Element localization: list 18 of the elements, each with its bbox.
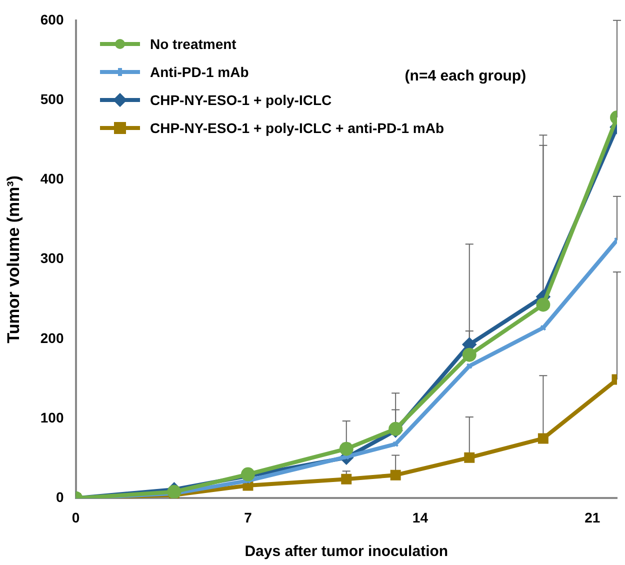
y-tick-label: 400 <box>40 170 64 187</box>
y-tick-label: 300 <box>40 250 64 266</box>
legend-label: Anti-PD-1 mAb <box>150 64 249 80</box>
x-tick-label: 7 <box>244 509 252 526</box>
y-tick-label: 0 <box>56 489 64 506</box>
y-axis-title: Tumor volume (mm³) <box>4 175 23 344</box>
x-tick-label: 21 <box>584 509 600 526</box>
x-tick-label: 14 <box>412 509 428 526</box>
y-tick-label: 200 <box>40 330 64 346</box>
annotation: (n=4 each group) <box>404 67 526 84</box>
y-tick-label: 600 <box>40 11 64 28</box>
legend-label: No treatment <box>150 36 236 52</box>
y-tick-label: 100 <box>40 409 64 426</box>
x-tick-label: 0 <box>72 509 80 526</box>
legend-label: CHP-NY-ESO-1 + poly-ICLC <box>150 92 332 108</box>
y-tick-label: 500 <box>40 90 64 107</box>
x-axis-title: Days after tumor inoculation <box>244 543 448 560</box>
legend-label: CHP-NY-ESO-1 + poly-ICLC + anti-PD-1 mAb <box>150 120 444 136</box>
